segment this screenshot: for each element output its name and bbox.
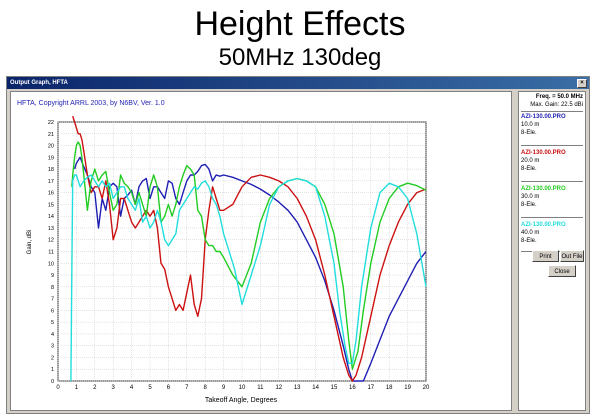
out-file-button[interactable]: Out File bbox=[560, 250, 584, 262]
close-button[interactable]: Close bbox=[548, 265, 576, 277]
legend-divider bbox=[521, 181, 583, 182]
series-line-1 bbox=[73, 156, 427, 382]
x-tick-label: 18 bbox=[386, 385, 393, 391]
chart-title: HFTA, Copyright ARRL 2003, by N6BV, Ver.… bbox=[17, 100, 165, 107]
y-tick-label: 11 bbox=[48, 250, 54, 256]
x-tick-label: 12 bbox=[275, 385, 282, 391]
frequency-readout: Freq. = 50.0 MHz bbox=[535, 94, 583, 100]
y-tick-label: 16 bbox=[48, 191, 54, 197]
y-tick-label: 10 bbox=[48, 261, 54, 267]
y-tick-label: 8 bbox=[51, 285, 54, 291]
legend-file-height: 20.0 m bbox=[521, 158, 540, 164]
x-tick-label: 3 bbox=[112, 385, 116, 391]
chart-axes: 0 1 2 3 4 5 6 7 8 9 10 11 12 13 14 15 16 17 18 19 2001234567… bbox=[48, 120, 430, 391]
legend-divider bbox=[521, 217, 583, 218]
legend-file-height: 30.0 m bbox=[521, 194, 540, 200]
legend-file-2: AZI-130.00.PRO 20.0 m 8-Ele. bbox=[521, 145, 583, 173]
legend-file-1: AZI-130.00.PRO 10.0 m 8-Ele. bbox=[521, 111, 583, 137]
legend-file-elements: 8-Ele. bbox=[521, 238, 537, 244]
y-tick-label: 18 bbox=[48, 167, 54, 173]
y-tick-label: 12 bbox=[48, 238, 54, 244]
y-tick-label: 13 bbox=[48, 226, 54, 232]
legend-divider bbox=[521, 145, 583, 146]
x-tick-label: 6 bbox=[167, 385, 171, 391]
y-tick-label: 4 bbox=[51, 332, 54, 338]
x-tick-label: 19 bbox=[404, 385, 411, 391]
y-tick-label: 6 bbox=[51, 308, 54, 314]
series-line-3 bbox=[71, 141, 427, 370]
x-tick-label: 14 bbox=[312, 385, 319, 391]
legend-file-elements: 8-Ele. bbox=[521, 166, 537, 172]
y-tick-label: 17 bbox=[48, 179, 54, 185]
x-tick-label: 1 bbox=[75, 385, 79, 391]
x-tick-label: 9 bbox=[222, 385, 226, 391]
y-tick-label: 14 bbox=[48, 214, 54, 220]
legend-file-name: AZI-130.00.PRO bbox=[521, 186, 566, 192]
slide-title: Height Effects bbox=[194, 5, 406, 43]
x-tick-label: 2 bbox=[93, 385, 97, 391]
y-tick-label: 1 bbox=[51, 367, 54, 373]
x-tick-label: 11 bbox=[257, 385, 264, 391]
x-tick-label: 13 bbox=[294, 385, 301, 391]
x-tick-label: 16 bbox=[349, 385, 356, 391]
legend-file-elements: 8-Ele. bbox=[521, 202, 537, 208]
series-line-2 bbox=[72, 115, 427, 382]
y-axis-label: Gain, dBi bbox=[27, 230, 33, 255]
gain-chart: HFTA, Copyright ARRL 2003, by N6BV, Ver.… bbox=[17, 100, 430, 404]
y-tick-label: 19 bbox=[48, 155, 54, 161]
series-line-4 bbox=[70, 174, 427, 382]
max-gain-readout: Max. Gain: 22.5 dBi bbox=[530, 102, 583, 108]
y-tick-label: 7 bbox=[51, 297, 54, 303]
x-tick-label: 10 bbox=[239, 385, 246, 391]
window-title: Output Graph, HFTA bbox=[10, 80, 68, 86]
y-tick-label: 2 bbox=[51, 355, 54, 361]
legend-file-4: AZI-130.00.PRO 40.0 m 8-Ele. bbox=[521, 217, 583, 252]
print-button[interactable]: Print bbox=[532, 250, 559, 262]
legend-file-name: AZI-130.00.PRO bbox=[521, 222, 566, 228]
window-close-button[interactable]: × bbox=[577, 79, 587, 88]
x-tick-label: 4 bbox=[130, 385, 134, 391]
x-tick-label: 20 bbox=[423, 385, 430, 391]
x-tick-label: 15 bbox=[331, 385, 338, 391]
legend-file-elements: 8-Ele. bbox=[521, 130, 537, 136]
slide-subtitle: 50MHz 130deg bbox=[218, 44, 382, 71]
y-tick-label: 0 bbox=[51, 379, 54, 385]
x-tick-label: 0 bbox=[56, 385, 60, 391]
x-axis-label: Takeoff Angle, Degrees bbox=[205, 397, 278, 404]
legend-file-3: AZI-130.00.PRO 30.0 m 8-Ele. bbox=[521, 181, 583, 209]
y-tick-label: 20 bbox=[48, 144, 54, 150]
x-tick-label: 8 bbox=[204, 385, 208, 391]
chart-series bbox=[70, 115, 427, 382]
y-tick-label: 21 bbox=[48, 132, 54, 138]
plot-panel: HFTA, Copyright ARRL 2003, by N6BV, Ver.… bbox=[10, 91, 512, 411]
legend-file-name: AZI-130.00.PRO bbox=[521, 114, 566, 120]
y-tick-label: 15 bbox=[48, 202, 54, 208]
legend-file-name: AZI-130.00.PRO bbox=[521, 150, 566, 156]
y-tick-label: 22 bbox=[48, 120, 54, 126]
chart-grid bbox=[57, 121, 427, 382]
x-tick-label: 5 bbox=[148, 385, 152, 391]
legend-file-height: 40.0 m bbox=[521, 230, 540, 236]
window-titlebar: Output Graph, HFTA × bbox=[7, 77, 589, 89]
output-graph-window: Output Graph, HFTA × HFTA, Copyright ARR… bbox=[6, 76, 590, 414]
y-tick-label: 3 bbox=[51, 344, 54, 350]
x-tick-label: 17 bbox=[367, 385, 374, 391]
x-tick-label: 7 bbox=[185, 385, 189, 391]
y-tick-label: 9 bbox=[51, 273, 54, 279]
y-tick-label: 5 bbox=[51, 320, 54, 326]
legend-panel: Freq. = 50.0 MHz Max. Gain: 22.5 dBi AZI… bbox=[518, 91, 586, 411]
legend-file-height: 10.0 m bbox=[521, 122, 540, 128]
legend-divider bbox=[521, 111, 583, 112]
